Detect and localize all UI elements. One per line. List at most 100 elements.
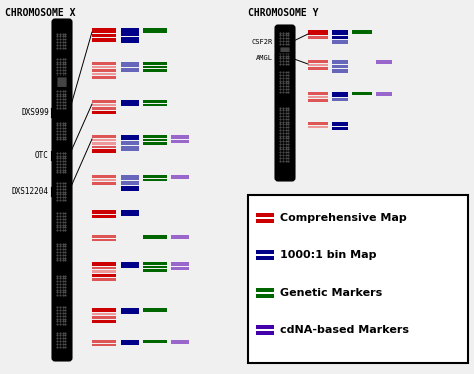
Bar [92, 175, 116, 178]
Bar [92, 73, 116, 75]
Bar [56, 32, 68, 50]
Bar [308, 36, 328, 39]
Bar [256, 250, 274, 254]
Bar [143, 104, 167, 106]
Text: CHROMOSOME X: CHROMOSOME X [5, 8, 75, 18]
Bar [92, 278, 116, 281]
Bar [143, 340, 167, 343]
Bar [171, 340, 189, 344]
Bar [143, 135, 167, 138]
Bar [308, 126, 328, 128]
Bar [279, 51, 291, 65]
Bar [92, 69, 116, 72]
Bar [279, 71, 291, 95]
Bar [121, 37, 139, 43]
Bar [121, 186, 139, 191]
Bar [143, 62, 167, 65]
Bar [56, 57, 68, 79]
Bar [92, 104, 116, 106]
Bar [92, 178, 116, 181]
Bar [92, 239, 116, 241]
Bar [121, 135, 139, 140]
Bar [92, 267, 116, 269]
Bar [121, 67, 139, 72]
Bar [143, 69, 167, 72]
Bar [56, 182, 68, 202]
Bar [143, 262, 167, 265]
Bar [92, 316, 116, 319]
Bar [248, 195, 468, 363]
Bar [256, 213, 274, 217]
Text: Comprehensive Map: Comprehensive Map [280, 213, 407, 223]
Bar [308, 60, 328, 63]
Bar [56, 212, 68, 232]
Bar [376, 92, 392, 96]
Bar [56, 89, 68, 109]
Bar [171, 262, 189, 266]
Bar [92, 28, 116, 33]
Text: 1000:1 bin Map: 1000:1 bin Map [280, 250, 376, 260]
Bar [143, 235, 167, 239]
Bar [121, 262, 139, 268]
Bar [143, 138, 167, 141]
Bar [352, 30, 372, 34]
Bar [332, 126, 348, 130]
Bar [56, 331, 68, 350]
Bar [308, 95, 328, 98]
Text: Genetic Markers: Genetic Markers [280, 288, 382, 298]
Bar [332, 92, 348, 97]
Bar [171, 135, 189, 139]
Bar [92, 340, 116, 343]
Bar [332, 122, 348, 126]
Bar [92, 149, 116, 153]
Bar [92, 142, 116, 145]
Bar [143, 308, 167, 312]
Bar [256, 288, 274, 292]
Bar [92, 135, 116, 138]
Bar [171, 140, 189, 143]
Bar [143, 100, 167, 103]
Bar [256, 219, 274, 223]
Bar [92, 313, 116, 315]
Bar [92, 107, 116, 110]
Bar [279, 31, 291, 46]
FancyBboxPatch shape [275, 25, 294, 181]
FancyBboxPatch shape [57, 77, 67, 88]
Bar [256, 325, 274, 329]
Bar [92, 76, 116, 79]
Bar [308, 92, 328, 95]
Bar [56, 121, 68, 141]
Bar [143, 175, 167, 178]
Bar [171, 267, 189, 270]
Bar [121, 210, 139, 216]
Bar [279, 106, 291, 163]
Bar [308, 67, 328, 70]
Bar [92, 110, 116, 114]
Bar [92, 343, 116, 346]
Bar [92, 319, 116, 323]
Bar [121, 146, 139, 151]
Bar [92, 270, 116, 273]
Bar [332, 30, 348, 35]
Bar [121, 100, 139, 106]
Bar [92, 65, 116, 68]
Bar [121, 28, 139, 36]
Bar [121, 62, 139, 67]
Bar [56, 242, 68, 262]
Bar [332, 60, 348, 64]
Bar [256, 294, 274, 298]
Bar [143, 269, 167, 272]
Bar [92, 138, 116, 141]
Bar [121, 181, 139, 185]
Bar [121, 308, 139, 314]
Bar [143, 266, 167, 268]
Bar [121, 141, 139, 145]
Bar [143, 142, 167, 145]
Bar [308, 122, 328, 125]
Bar [56, 274, 68, 296]
Bar [143, 28, 167, 33]
Text: CHROMOSOME Y: CHROMOSOME Y [248, 8, 319, 18]
Bar [171, 235, 189, 239]
Bar [92, 100, 116, 103]
Bar [56, 151, 68, 173]
